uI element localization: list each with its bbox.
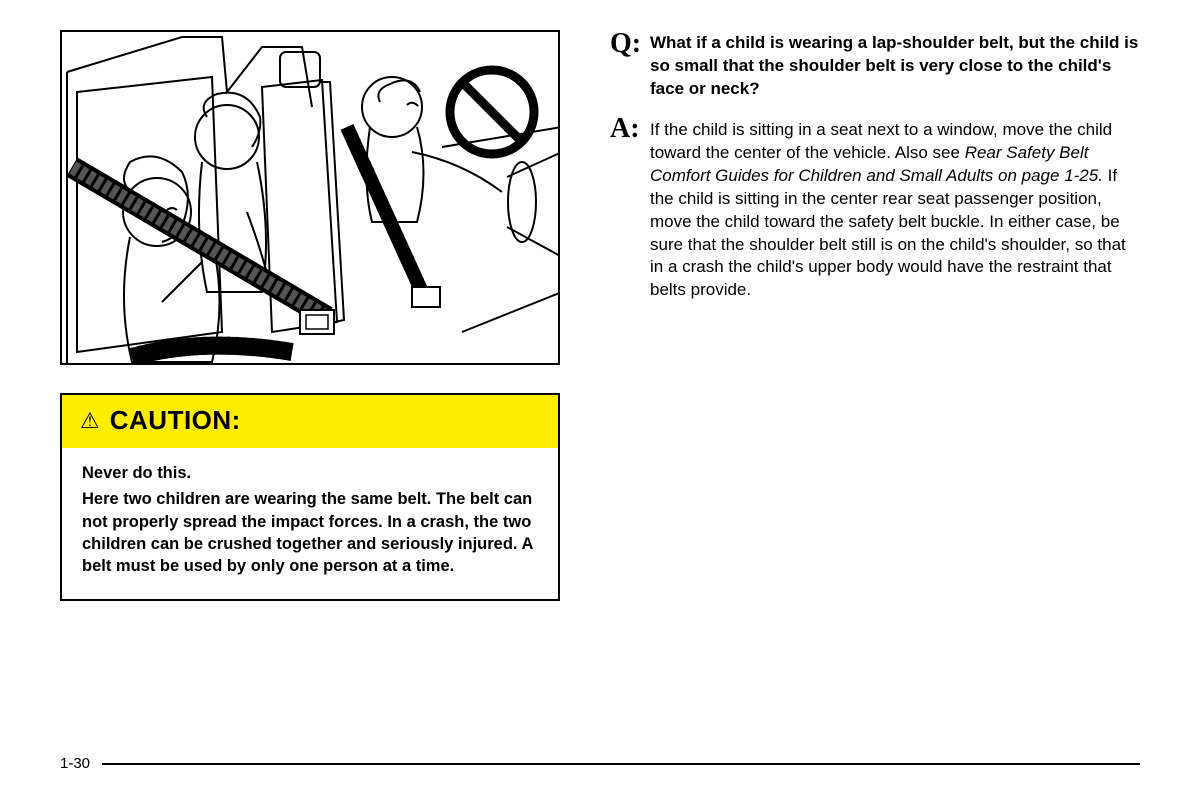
q-letter: Q:	[610, 30, 644, 101]
page-content: ⚠ CAUTION: Never do this. Here two child…	[60, 30, 1140, 730]
question-text: What if a child is wearing a lap-shoulde…	[650, 30, 1140, 101]
answer-text: If the child is sitting in a seat next t…	[650, 115, 1140, 303]
illustration-svg	[62, 32, 560, 365]
caution-label: CAUTION:	[110, 405, 241, 436]
answer-part2: If the child is sitting in the center re…	[650, 166, 1126, 300]
caution-header: ⚠ CAUTION:	[62, 395, 558, 448]
caution-box: ⚠ CAUTION: Never do this. Here two child…	[60, 393, 560, 601]
caution-body: Never do this. Here two children are wea…	[62, 448, 558, 599]
left-column: ⚠ CAUTION: Never do this. Here two child…	[60, 30, 560, 730]
illustration-seatbelt-misuse	[60, 30, 560, 365]
caution-line1: Never do this.	[82, 462, 538, 484]
a-letter: A:	[610, 115, 644, 303]
caution-text: Here two children are wearing the same b…	[82, 488, 538, 577]
footer-rule	[102, 763, 1140, 765]
question-row: Q: What if a child is wearing a lap-shou…	[610, 30, 1140, 101]
right-column: Q: What if a child is wearing a lap-shou…	[610, 30, 1140, 730]
answer-row: A: If the child is sitting in a seat nex…	[610, 115, 1140, 303]
page-footer: 1-30	[60, 755, 1140, 772]
warning-triangle-icon: ⚠	[80, 410, 100, 432]
page-number: 1-30	[60, 755, 90, 772]
qa-block: Q: What if a child is wearing a lap-shou…	[610, 30, 1140, 302]
